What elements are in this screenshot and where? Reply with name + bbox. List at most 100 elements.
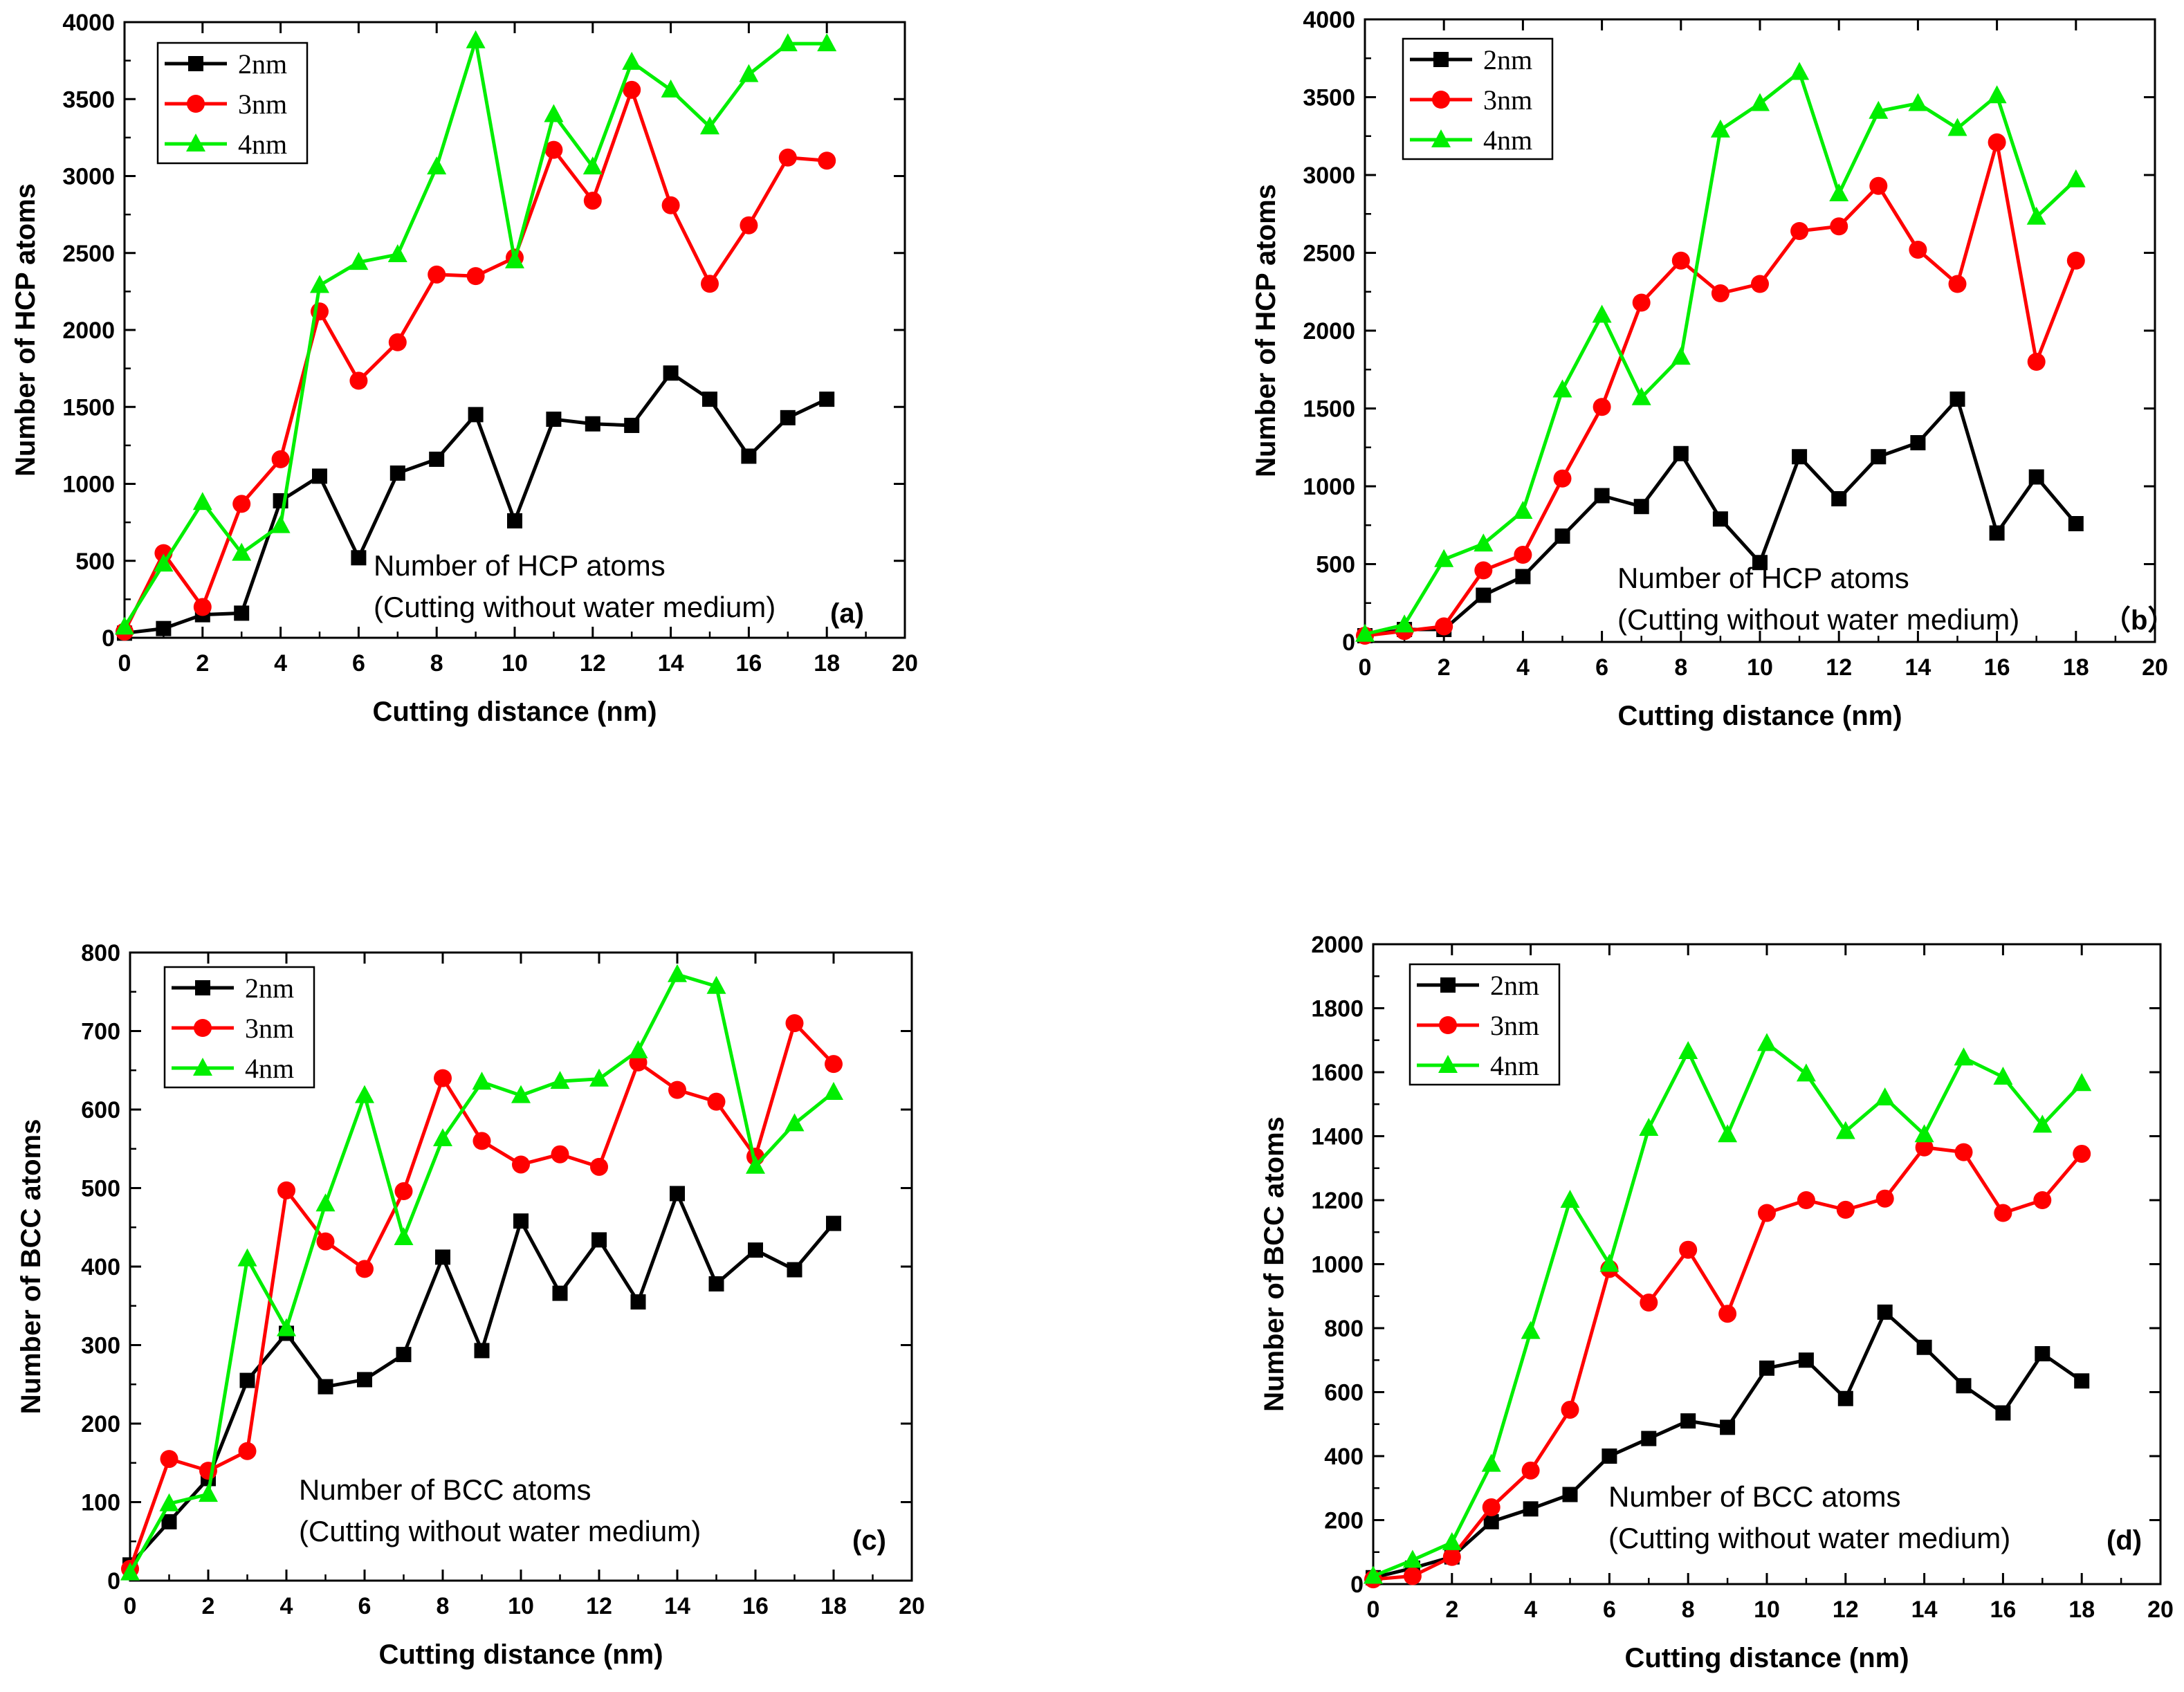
data-point-3nm bbox=[1836, 1200, 1855, 1219]
data-point-4nm bbox=[2066, 169, 2086, 187]
annotation-title: Number of BCC atoms bbox=[299, 1473, 591, 1506]
data-point-4nm bbox=[1835, 1121, 1855, 1139]
x-tick-label: 14 bbox=[1905, 654, 1931, 681]
data-point-2nm bbox=[748, 1242, 763, 1258]
data-point-3nm bbox=[1790, 222, 1809, 240]
data-point-4nm bbox=[739, 64, 759, 82]
data-point-3nm bbox=[1593, 398, 1611, 416]
data-point-2nm bbox=[819, 392, 835, 407]
x-tick-label: 8 bbox=[430, 650, 443, 677]
data-point-4nm bbox=[2026, 206, 2046, 225]
data-point-2nm bbox=[234, 605, 250, 621]
data-point-2nm bbox=[396, 1347, 412, 1363]
data-point-3nm bbox=[1553, 469, 1572, 488]
y-tick-label: 1200 bbox=[1311, 1188, 1364, 1214]
data-point-2nm bbox=[1476, 587, 1492, 603]
y-tick-label: 1000 bbox=[1311, 1252, 1364, 1278]
y-tick-label: 4000 bbox=[1303, 7, 1355, 33]
x-tick-label: 16 bbox=[1984, 654, 2010, 681]
x-tick-label: 12 bbox=[1833, 1597, 1859, 1623]
y-tick-label: 1800 bbox=[1311, 996, 1364, 1022]
data-point-4nm bbox=[277, 1318, 296, 1336]
data-point-3nm bbox=[1482, 1498, 1501, 1516]
data-point-3nm bbox=[466, 267, 485, 286]
data-point-4nm bbox=[1914, 1124, 1934, 1143]
data-point-2nm bbox=[1554, 528, 1570, 544]
data-point-4nm bbox=[1364, 1565, 1383, 1584]
x-tick-label: 2 bbox=[1445, 1597, 1458, 1623]
series-line-2nm bbox=[129, 1191, 835, 1566]
data-point-4nm bbox=[1434, 549, 1454, 567]
data-point-3nm bbox=[277, 1181, 295, 1199]
data-point-3nm bbox=[1948, 275, 1967, 293]
data-point-4nm bbox=[1395, 614, 1415, 633]
y-tick-label: 1600 bbox=[1311, 1060, 1364, 1086]
data-point-3nm bbox=[2066, 251, 2085, 270]
data-point-4nm bbox=[582, 156, 603, 175]
data-point-2nm bbox=[1989, 525, 2005, 541]
data-point-2nm bbox=[1910, 435, 1926, 450]
data-point-3nm bbox=[1758, 1204, 1776, 1222]
data-point-3nm bbox=[1988, 133, 2006, 151]
x-tick-label: 16 bbox=[742, 1593, 769, 1619]
data-point-2nm bbox=[357, 1372, 372, 1388]
data-point-2nm bbox=[1720, 1419, 1736, 1435]
panel-label: (a) bbox=[830, 598, 864, 629]
data-point-4nm bbox=[1993, 1066, 2013, 1085]
x-tick-label: 10 bbox=[508, 1593, 534, 1619]
x-tick-label: 2 bbox=[196, 650, 209, 677]
legend-marker-4nm bbox=[186, 134, 205, 151]
data-point-3nm bbox=[778, 148, 797, 167]
data-point-3nm bbox=[701, 275, 719, 293]
y-tick-label: 600 bbox=[81, 1097, 120, 1123]
y-tick-label: 3000 bbox=[62, 164, 115, 190]
y-tick-label: 1500 bbox=[62, 394, 115, 421]
y-tick-label: 500 bbox=[81, 1176, 120, 1202]
data-point-3nm bbox=[623, 80, 641, 99]
data-point-2nm bbox=[1837, 1390, 1853, 1406]
chart-panel-a: 0 2 4 6 8 10 12 14 16 18 20 0 500 1000 1500 2000 2500 300… bbox=[10, 10, 918, 727]
data-point-4nm bbox=[1875, 1087, 1895, 1105]
y-tick-label: 0 bbox=[102, 625, 115, 652]
legend-marker-3nm bbox=[1432, 91, 1450, 109]
data-point-4nm bbox=[1750, 93, 1770, 111]
data-point-4nm bbox=[784, 1113, 805, 1132]
x-tick-label: 0 bbox=[1367, 1597, 1380, 1623]
x-tick-label: 4 bbox=[1516, 654, 1530, 681]
data-point-3nm bbox=[1751, 275, 1769, 293]
x-tick-label: 10 bbox=[1747, 654, 1773, 681]
x-tick-label: 6 bbox=[352, 650, 365, 677]
data-point-3nm bbox=[472, 1132, 491, 1150]
data-point-4nm bbox=[628, 1040, 648, 1058]
y-tick-label: 400 bbox=[81, 1254, 120, 1280]
data-point-2nm bbox=[585, 416, 600, 432]
data-point-4nm bbox=[1402, 1550, 1422, 1568]
data-point-3nm bbox=[1679, 1240, 1698, 1259]
y-tick-label: 0 bbox=[107, 1568, 120, 1594]
data-point-4nm bbox=[1513, 501, 1533, 519]
data-point-2nm bbox=[1712, 511, 1728, 527]
legend-label-2nm: 2nm bbox=[238, 48, 287, 80]
data-point-4nm bbox=[394, 1227, 414, 1246]
data-point-2nm bbox=[787, 1262, 802, 1278]
x-tick-label: 8 bbox=[1674, 654, 1687, 681]
annotation-subtitle: (Cutting without water medium) bbox=[1608, 1522, 2010, 1554]
x-tick-label: 10 bbox=[502, 650, 528, 677]
data-point-4nm bbox=[120, 1562, 140, 1581]
data-point-3nm bbox=[785, 1014, 804, 1033]
y-tick-label: 1500 bbox=[1303, 396, 1355, 423]
y-axis-title: Number of HCP atoms bbox=[10, 183, 41, 477]
y-tick-label: 2000 bbox=[1311, 932, 1364, 958]
x-tick-label: 20 bbox=[899, 1593, 925, 1619]
data-point-3nm bbox=[590, 1157, 608, 1176]
data-point-4nm bbox=[154, 553, 174, 572]
y-axis-title: Number of HCP atoms bbox=[1251, 184, 1281, 477]
data-point-3nm bbox=[1915, 1138, 1934, 1157]
data-point-3nm bbox=[2073, 1144, 2091, 1163]
legend-label-3nm: 3nm bbox=[245, 1013, 294, 1044]
data-point-3nm bbox=[551, 1145, 569, 1164]
x-tick-label: 18 bbox=[2068, 1597, 2095, 1623]
data-point-4nm bbox=[199, 1484, 218, 1502]
data-point-2nm bbox=[507, 513, 522, 528]
x-tick-label: 14 bbox=[658, 650, 684, 677]
